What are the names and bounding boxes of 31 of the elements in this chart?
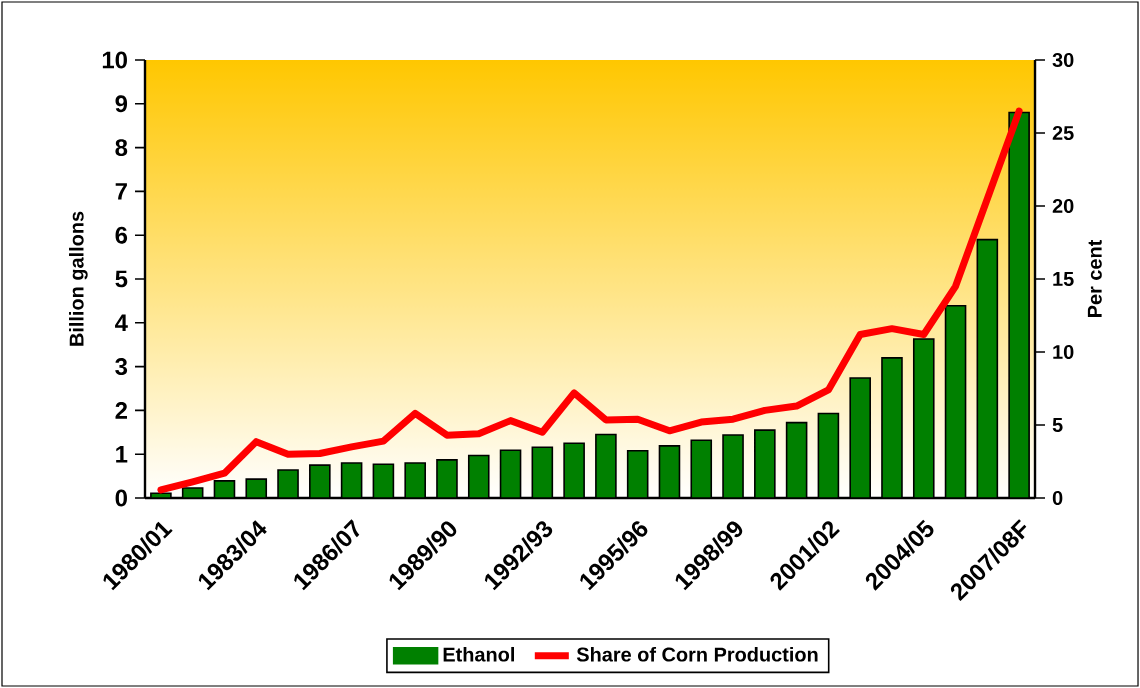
y2-tick-label: 10 [1053,344,1074,360]
y2-tick-label: 20 [1052,198,1074,214]
y-tick-label: 2 [115,402,128,419]
bar [818,413,839,498]
y2-tick-label: 25 [1052,125,1074,141]
y-tick-label: 5 [115,270,128,288]
bar [627,450,648,498]
bar [659,445,680,498]
bar [532,447,553,498]
legend-label: Ethanol [443,646,514,662]
y-tick-label: 7 [115,183,127,200]
bar [500,450,521,498]
y-tick-label: 9 [115,95,128,113]
y2-tick-label: 30 [1052,52,1074,68]
y-tick-label: 1 [116,445,128,463]
y2-tick-label: 5 [1052,418,1063,432]
y-tick-label: 8 [115,139,128,157]
y-tick-label: 0 [115,489,127,507]
legend-label: Share of Corn Production [576,646,818,662]
y-tick-label: 4 [115,314,128,332]
y2-tick-label: 0 [1052,490,1063,506]
y-tick-label: 6 [115,226,128,244]
y-tick-label: 3 [115,358,128,376]
y2-axis-title: Per cent [1087,239,1102,317]
bar [373,464,394,498]
y-tick-label: 10 [102,51,127,69]
bar [977,239,998,498]
bar [945,305,966,498]
y2-tick-label: 15 [1053,272,1074,286]
bar [786,422,807,498]
y-axis-title: Billion gallons [69,211,88,346]
